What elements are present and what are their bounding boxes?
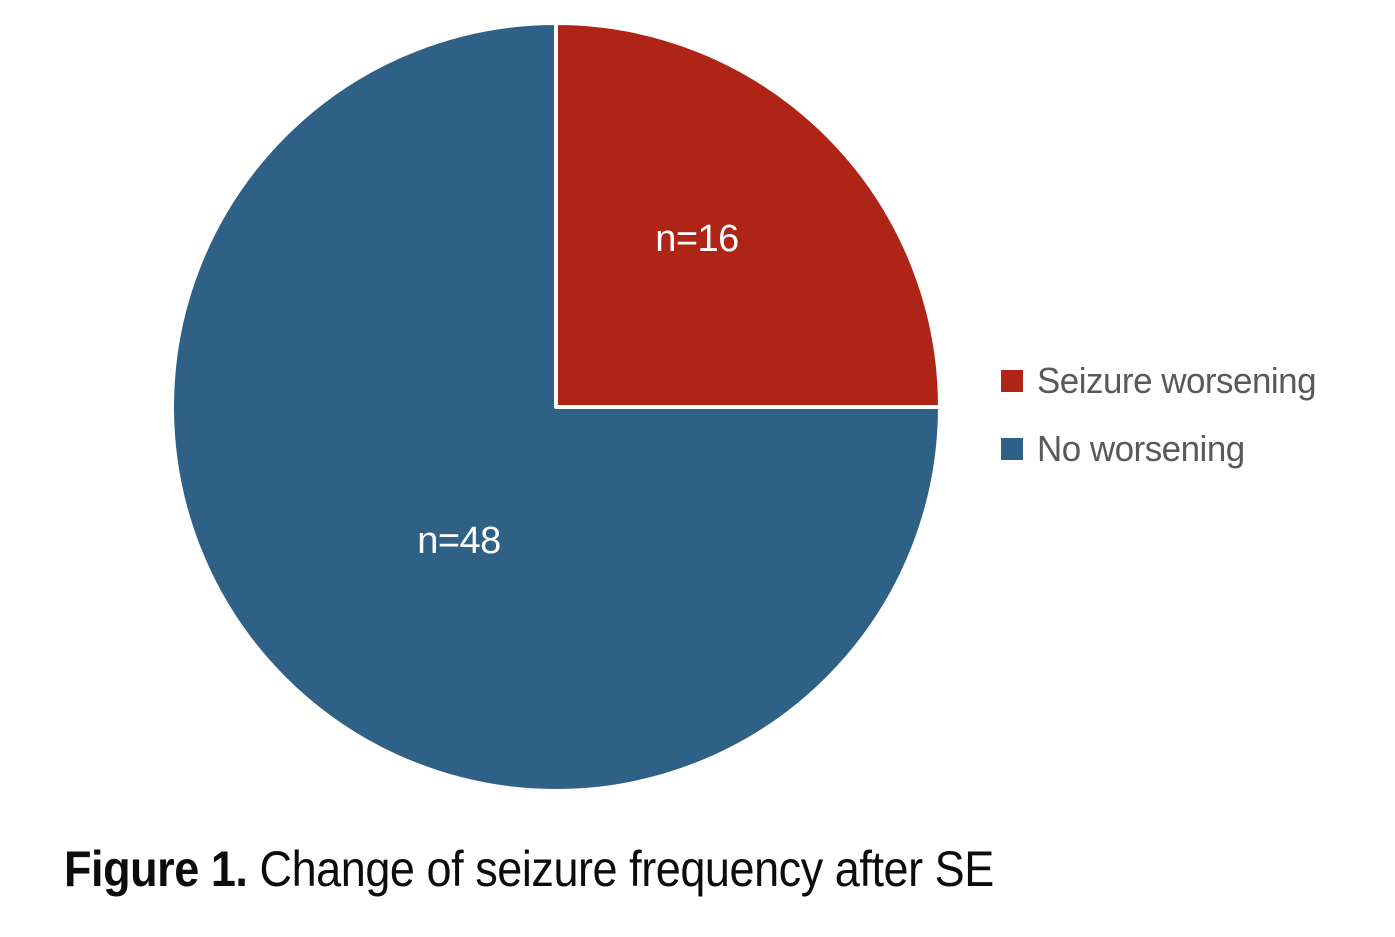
figure-caption-number: Figure 1.	[64, 841, 248, 897]
pie-slice-no-worsening	[170, 21, 942, 793]
pie-slice-seizure-worsening	[554, 21, 942, 409]
figure-caption: Figure 1. Change of seizure frequency af…	[64, 840, 994, 898]
legend: Seizure worsening No worsening	[1001, 358, 1325, 471]
legend-label-no-worsening: No worsening	[1037, 427, 1245, 469]
legend-item-no-worsening: No worsening	[1001, 426, 1325, 471]
legend-swatch-seizure-worsening-icon	[1001, 369, 1023, 392]
figure-caption-text: Change of seizure frequency after SE	[259, 841, 995, 897]
legend-item-seizure-worsening: Seizure worsening	[1001, 358, 1325, 403]
legend-label-seizure-worsening: Seizure worsening	[1037, 359, 1317, 401]
legend-swatch-no-worsening-icon	[1001, 437, 1023, 460]
pie-data-label-seizure-worsening: n=16	[655, 218, 739, 260]
pie-data-label-no-worsening: n=48	[417, 520, 501, 562]
